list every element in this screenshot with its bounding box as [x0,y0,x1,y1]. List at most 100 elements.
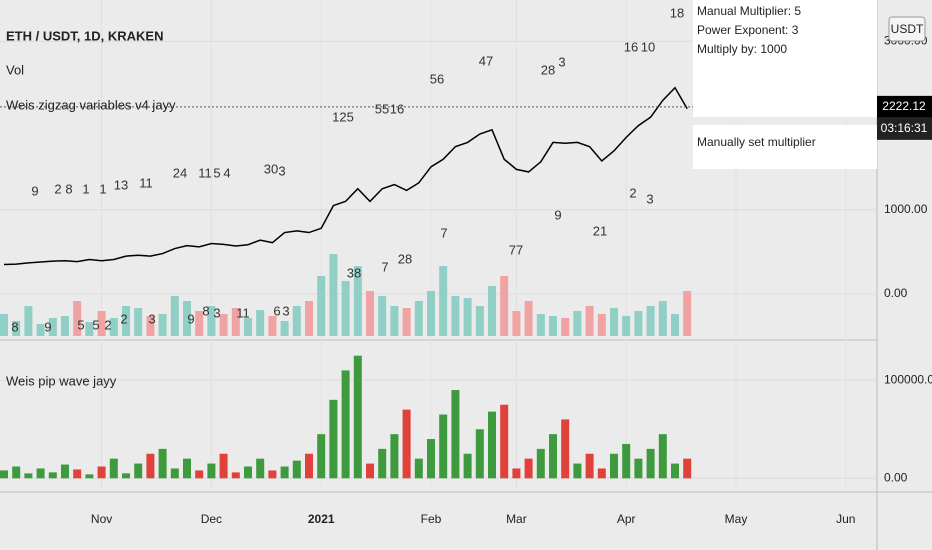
bar [366,463,374,479]
bar [390,434,399,479]
bar [378,296,387,336]
bar [280,466,289,479]
bar [549,434,557,479]
wave-volume-label: 77 [509,242,523,257]
wave-volume-label: 2 [120,311,127,326]
settings-line: Power Exponent: 3 [697,23,799,37]
bar [36,468,45,479]
currency[interactable]: USDT [891,22,924,36]
bar [500,276,509,336]
bar [671,463,679,479]
bar [536,314,545,336]
bar [634,311,643,336]
wave-volume-label: 125 [332,109,354,124]
wave-volume-label: 1 [82,181,89,196]
bar [268,470,277,479]
settings-line: Manual Multiplier: 5 [697,4,801,18]
bar [24,306,33,336]
x-tick-label: Apr [617,512,636,526]
bar [122,473,130,479]
bar [122,306,130,336]
wave-volume-label: 8 [11,319,18,334]
price-tag [877,95,932,118]
bar [0,314,8,336]
bar [488,411,496,479]
bar [512,468,521,479]
bar [634,458,643,479]
x-tick-label: 2021 [308,512,335,526]
bar [646,306,655,336]
wave-volume-label: 3 [148,311,155,326]
bar [512,311,521,336]
wave-volume-label: 7 [440,225,447,240]
wave-volume-label: 13 [114,177,128,192]
wave-volume-label: 28 [541,62,555,77]
wave-volume-label: 5 [92,317,99,332]
wave-volume-label: 8 [65,181,72,196]
wave-volume-label: 38 [347,265,361,280]
symbol-title[interactable]: ETH / USDT, 1D, KRAKEN [6,28,163,43]
wave-volume-label: 28 [398,251,412,266]
bar [85,322,94,336]
y-tick-label: 100000.00 [884,372,932,386]
bar [170,296,179,336]
bar [585,306,594,336]
wave-volume-label: 1 [99,181,106,196]
bar [97,311,106,336]
bar [219,453,228,479]
wave-volume-label: 24 [173,165,187,180]
bar [402,409,411,479]
bar [244,318,252,336]
y-tick-label: 1000.00 [884,202,928,216]
price-tag-label: 2222.12 [882,99,926,113]
bar [268,316,277,336]
wave-volume-label: 21 [593,223,607,238]
bar [73,301,82,336]
wave-volume-label: 3 [646,191,653,206]
bar [475,306,484,336]
bar [158,314,167,336]
bar [439,266,448,336]
bar [195,470,204,479]
bar [317,276,326,336]
wave-volume-label: 10 [641,39,655,54]
bar [292,460,301,479]
bar [573,463,582,479]
note-box [693,125,877,169]
wave-volume-label: 47 [479,53,493,68]
bar [622,316,631,336]
bar [585,453,594,479]
wave-volume-label: 2 [629,185,636,200]
bar [146,316,155,336]
bar [12,466,21,479]
bar [158,448,167,479]
bar [73,469,82,479]
bar [36,324,45,336]
bar [61,464,69,479]
bar [109,318,118,336]
x-tick-label: Nov [91,512,112,526]
wave-volume-label: 56 [430,71,444,86]
indicator-name[interactable]: Weis pip wave jayy [6,373,117,388]
bar [439,414,448,479]
bar [256,310,265,336]
bar [561,419,570,479]
wave-volume-label: 9 [554,207,561,222]
bar [0,470,8,479]
bar [244,466,252,479]
bar [610,453,618,479]
indicator-name[interactable]: Vol [6,62,24,77]
wave-volume-label: 3 [278,163,285,178]
wave-volume-label: 11 [236,305,250,320]
currency-button[interactable] [888,16,926,42]
wave-volume-label: 3 [213,305,220,320]
bar [683,458,692,479]
bar [500,404,509,479]
settings-line: Multiply by: 1000 [697,42,787,56]
wave-volume-label: 5 [77,317,84,332]
indicator-name[interactable]: Weis zigzag variables v4 jayy [6,97,176,112]
bar [524,301,533,336]
bar [353,266,362,336]
wave-volume-label: 2 [54,181,61,196]
x-tick-label: Dec [201,512,222,526]
